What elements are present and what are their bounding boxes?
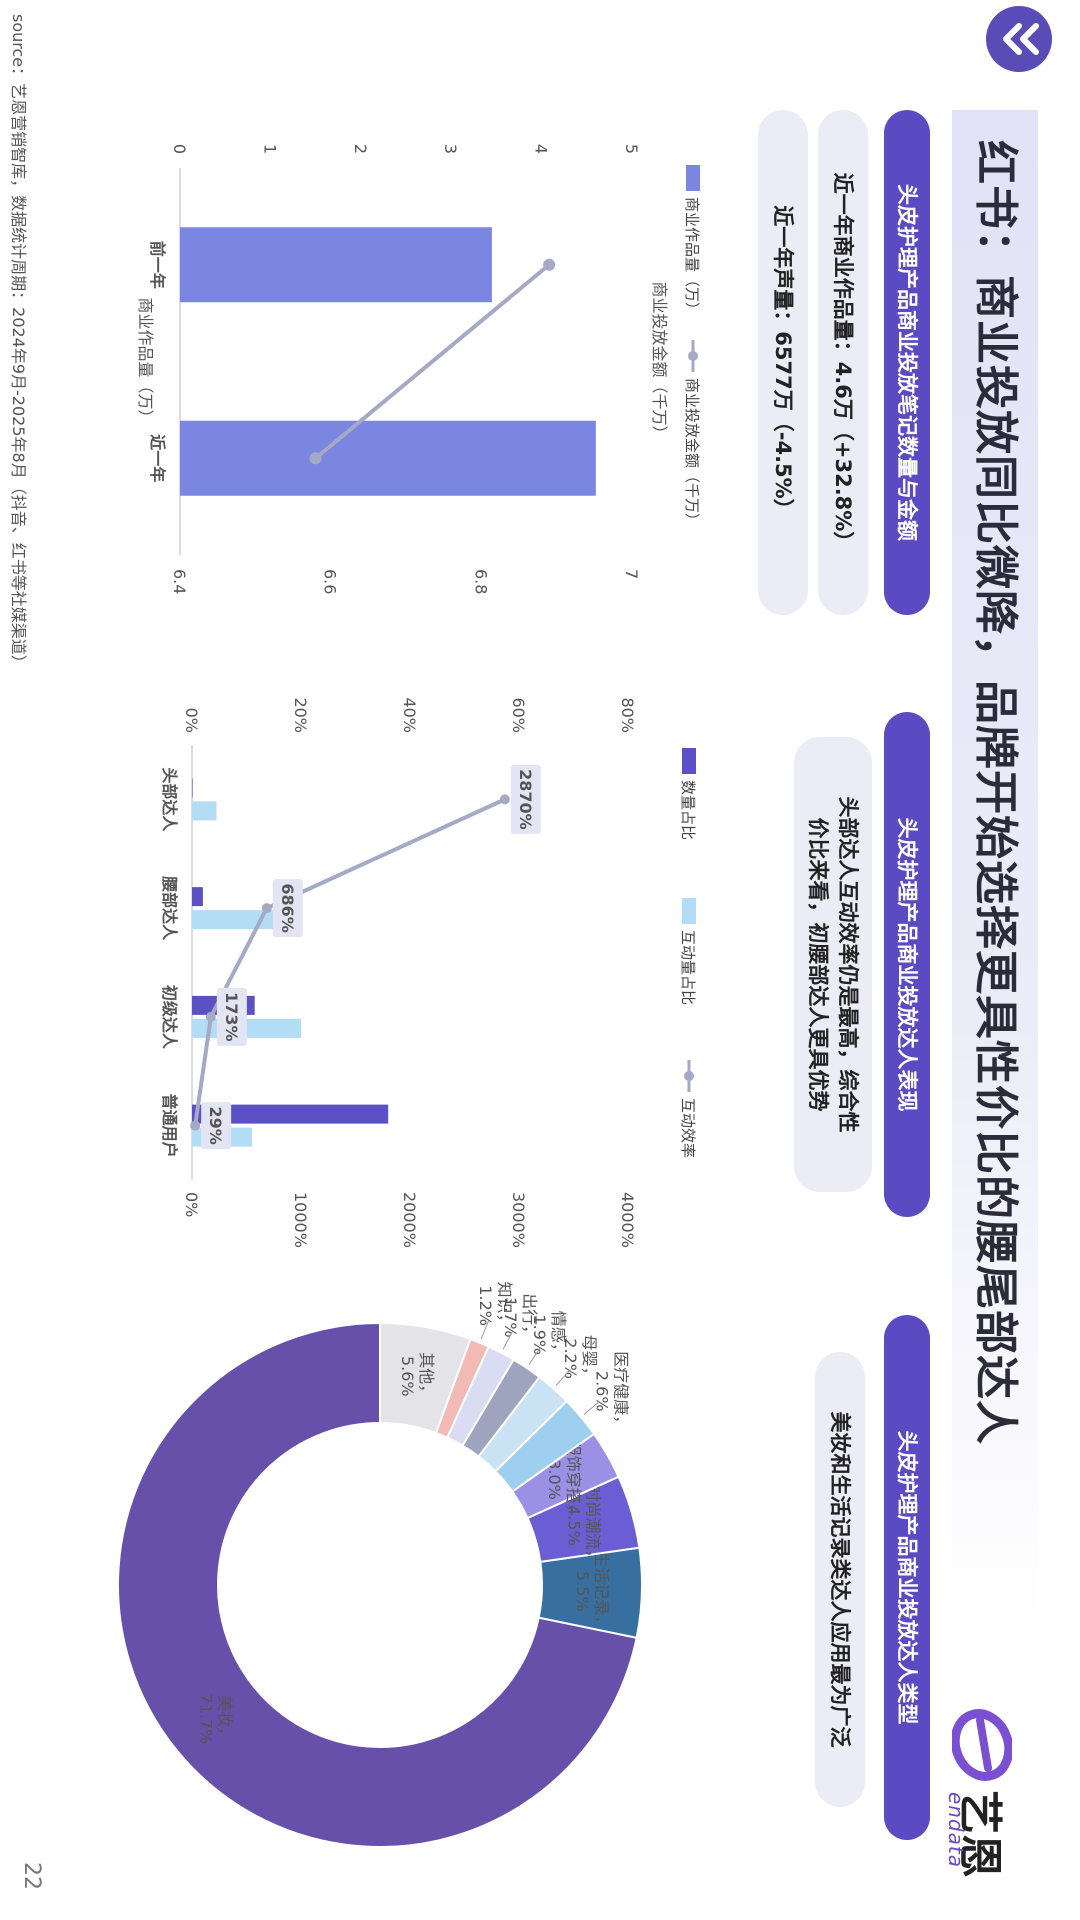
y-tick-label: 0 bbox=[170, 144, 189, 154]
slice-label: 生活记录， bbox=[592, 1551, 611, 1631]
legend-label: 商业投放金额（千万） bbox=[683, 378, 701, 528]
slice-value: 1.2% bbox=[476, 1285, 495, 1326]
slice-value: 5.6% bbox=[398, 1356, 417, 1397]
legend-swatch-dot bbox=[688, 351, 698, 361]
efficiency-point bbox=[261, 903, 272, 914]
slice-value: 2.6% bbox=[593, 1371, 612, 1412]
legend-swatch-interaction bbox=[682, 898, 696, 924]
efficiency-point bbox=[190, 1120, 201, 1131]
donut-slice-10 bbox=[379, 1321, 472, 1435]
y2-axis-title: 商业投放金额（千万） bbox=[650, 281, 669, 441]
slice-value: 4.5% bbox=[564, 1505, 583, 1546]
efficiency-point bbox=[499, 794, 510, 805]
slice-label: 其他， bbox=[417, 1352, 436, 1400]
legend-label: 商业作品量（万） bbox=[683, 197, 701, 317]
bar-count-share bbox=[192, 1104, 389, 1124]
y2-tick-label: 2000% bbox=[400, 1192, 419, 1248]
y-tick-label: 1 bbox=[260, 144, 279, 154]
data-label-box bbox=[216, 987, 247, 1046]
x-tick-label: 初级达人 bbox=[160, 985, 179, 1050]
y-tick-label: 40% bbox=[400, 697, 419, 733]
leader-line bbox=[555, 1370, 570, 1386]
data-label: 2870% bbox=[516, 769, 535, 830]
bar-interaction-share bbox=[192, 910, 274, 930]
leader-line bbox=[502, 1331, 513, 1350]
data-label: 29% bbox=[206, 1106, 225, 1144]
data-label-box bbox=[272, 879, 303, 938]
y2-tick-label: 6.4 bbox=[170, 569, 189, 594]
leader-line bbox=[583, 1401, 600, 1415]
slice-label: 时尚潮流， bbox=[583, 1485, 602, 1565]
data-label-box bbox=[201, 1102, 232, 1150]
x-tick-label: 腰部达人 bbox=[160, 876, 179, 941]
slice-label: 知识， bbox=[495, 1282, 514, 1330]
y2-tick-label: 3000% bbox=[509, 1192, 528, 1248]
bar-count-share bbox=[192, 887, 203, 907]
legend-label: 互动量占比 bbox=[679, 930, 697, 1005]
y-tick-label: 4 bbox=[532, 144, 551, 154]
y-tick-label: 2 bbox=[351, 144, 370, 154]
y2-tick-label: 7 bbox=[622, 569, 641, 579]
donut-slice-1 bbox=[117, 1321, 638, 1848]
bar-count-share bbox=[191, 778, 193, 798]
y-tick-label: 3 bbox=[441, 144, 460, 154]
data-label-box bbox=[510, 764, 541, 834]
slice-label: 情感， bbox=[549, 1311, 568, 1359]
slice-label: 出行， bbox=[520, 1293, 539, 1341]
amount-point-2 bbox=[309, 452, 322, 465]
slice-value: 1.7% bbox=[501, 1297, 520, 1338]
data-label: 173% bbox=[222, 992, 241, 1041]
slice-label: 母婴， bbox=[580, 1335, 599, 1383]
slice-value: 5.5% bbox=[573, 1571, 592, 1612]
slice-value: 71.7% bbox=[197, 1694, 216, 1745]
leader-line bbox=[528, 1347, 541, 1365]
legend-swatch-bars bbox=[686, 165, 700, 191]
y2-tick-label: 1000% bbox=[291, 1192, 310, 1248]
efficiency-point bbox=[205, 1011, 216, 1022]
slice-label: 医疗健康， bbox=[612, 1351, 631, 1431]
logo-icon bbox=[950, 1708, 1014, 1782]
slice-label: 美妆， bbox=[216, 1695, 235, 1743]
y2-tick-label: 6.6 bbox=[321, 569, 340, 594]
source-note: source：艺恩营销智库，数据统计周期：2024年9月-2025年8月（抖音、… bbox=[9, 14, 28, 671]
x-tick-label: 头部达人 bbox=[160, 767, 179, 832]
y-tick-label: 0% bbox=[182, 708, 201, 733]
x-tick-label: 前一年 bbox=[148, 241, 167, 289]
amount-point-1 bbox=[543, 258, 556, 271]
x-tick-label: 普通用户 bbox=[160, 1094, 179, 1158]
slice-value: 1.9% bbox=[530, 1314, 549, 1355]
slice-value: 3.0% bbox=[545, 1459, 564, 1500]
amount-line bbox=[314, 263, 551, 460]
slice-label: 服饰穿搭， bbox=[564, 1440, 583, 1520]
legend-swatch-dot bbox=[684, 1071, 694, 1081]
leader-line bbox=[480, 1320, 490, 1340]
y2-tick-label: 4000% bbox=[618, 1192, 637, 1248]
x-tick-label: 近一年 bbox=[148, 434, 167, 482]
bar-1 bbox=[180, 227, 492, 303]
y-tick-label: 60% bbox=[509, 697, 528, 733]
chevron-badge-icon bbox=[986, 6, 1052, 72]
y-axis-title: 商业作品量（万） bbox=[136, 297, 155, 425]
bar-interaction-share bbox=[192, 801, 217, 821]
y-tick-label: 20% bbox=[291, 697, 310, 733]
y-tick-label: 80% bbox=[618, 697, 637, 733]
y-tick-label: 5 bbox=[622, 144, 641, 154]
legend-label: 互动效率 bbox=[679, 1098, 697, 1158]
legend-label: 数量占比 bbox=[679, 780, 697, 840]
data-label: 686% bbox=[278, 883, 297, 932]
bar-2 bbox=[180, 420, 596, 496]
y2-tick-label: 6.8 bbox=[471, 569, 490, 594]
legend-swatch-count bbox=[682, 748, 696, 774]
page-number: 22 bbox=[19, 1862, 44, 1890]
efficiency-line bbox=[193, 797, 506, 1126]
slice-value: 2.2% bbox=[561, 1338, 580, 1379]
y2-tick-label: 0% bbox=[182, 1192, 201, 1217]
